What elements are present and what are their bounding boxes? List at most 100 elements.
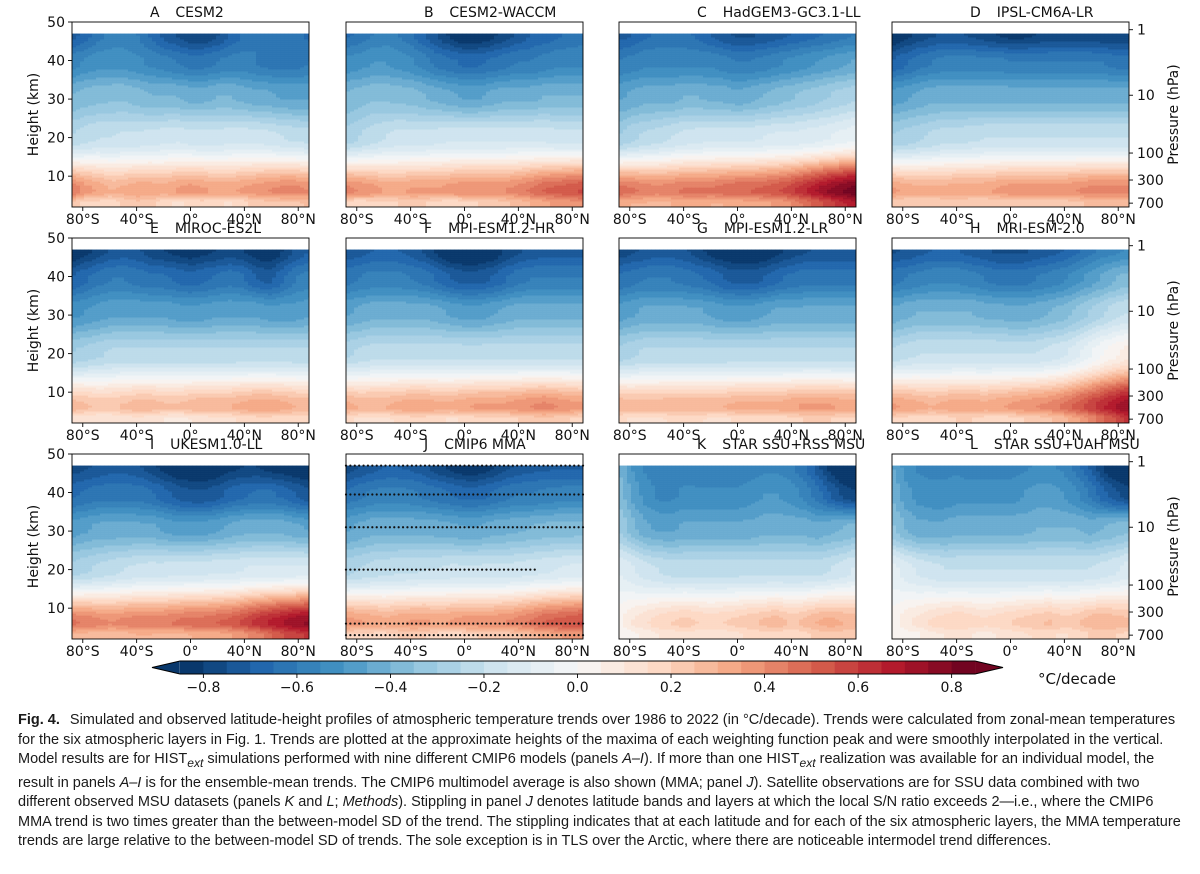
- stipple-dot: [384, 464, 386, 466]
- stipple-dot: [441, 569, 443, 571]
- stipple-dot: [578, 526, 580, 528]
- trend-field: [346, 250, 586, 424]
- x-tick-label: 40°N: [1047, 644, 1082, 660]
- stipple-dot: [424, 569, 426, 571]
- stipple-dot: [560, 526, 562, 528]
- stipple-dot: [490, 622, 492, 624]
- stipple-dot: [371, 569, 373, 571]
- colorbar: −0.8 −0.6 −0.4 −0.2 0.0 0.2 0.4 0.6 0.8 °C/decade: [152, 661, 1116, 696]
- pressure-tick-label: 100: [1137, 146, 1164, 162]
- stipple-dot: [512, 493, 514, 495]
- stipple-dot: [420, 569, 422, 571]
- stipple-dot: [433, 569, 435, 571]
- figure-label: Fig. 4.: [18, 712, 60, 728]
- stipple-dot: [463, 493, 465, 495]
- stipple-dot: [556, 526, 558, 528]
- stipple-dot: [406, 464, 408, 466]
- stipple-dot: [362, 569, 364, 571]
- colorbar-tick-label: 0.4: [753, 680, 775, 696]
- stipple-dot: [490, 569, 492, 571]
- stipple-dot: [551, 464, 553, 466]
- stipple-dot: [564, 634, 566, 636]
- y-tick-label: 50: [47, 15, 65, 31]
- colorbar-level: [274, 661, 298, 674]
- stipple-dot: [376, 526, 378, 528]
- colorbar-tick-label: 0.0: [566, 680, 588, 696]
- stipple-dot: [494, 464, 496, 466]
- stipple-dot: [525, 569, 527, 571]
- stipple-dot: [455, 634, 457, 636]
- stipple-dot: [420, 622, 422, 624]
- stipple-dot: [380, 493, 382, 495]
- stipple-dot: [560, 493, 562, 495]
- y-tick-label: 20: [47, 563, 65, 579]
- stipple-dot: [402, 526, 404, 528]
- stipple-dot: [542, 464, 544, 466]
- stipple-dot: [362, 634, 364, 636]
- stipple-dot: [569, 464, 571, 466]
- stipple-dot: [358, 526, 360, 528]
- stipple-dot: [463, 569, 465, 571]
- stipple-dot: [520, 569, 522, 571]
- stipple-dot: [534, 634, 536, 636]
- x-tick-label: 0°: [457, 644, 473, 660]
- pressure-axis-label: Pressure (hPa): [1166, 64, 1182, 164]
- y-tick-label: 10: [47, 385, 65, 401]
- stipple-dot: [415, 622, 417, 624]
- stipple-dot: [406, 569, 408, 571]
- pressure-tick-label: 1: [1137, 455, 1146, 471]
- stipple-dot: [520, 622, 522, 624]
- panel-title: A CESM2: [150, 5, 224, 21]
- stipple-dot: [354, 634, 356, 636]
- stipple-dot: [507, 493, 509, 495]
- panel-model-name: STAR SSU+UAH MSU: [994, 437, 1140, 453]
- y-tick-label: 30: [47, 308, 65, 324]
- stipple-dot: [477, 526, 479, 528]
- stipple-dot: [376, 569, 378, 571]
- stipple-dot: [499, 569, 501, 571]
- stipple-dot: [362, 493, 364, 495]
- panel-title: C HadGEM3-GC3.1-LL: [697, 5, 861, 21]
- stipple-dot: [560, 634, 562, 636]
- stipple-dot: [437, 526, 439, 528]
- caption-subscript: ext: [187, 756, 203, 770]
- stipple-dot: [503, 464, 505, 466]
- stipple-dot: [560, 464, 562, 466]
- stipple-dot: [398, 464, 400, 466]
- stipple-dot: [380, 464, 382, 466]
- panel-title: D IPSL-CM6A-LR: [970, 5, 1094, 21]
- y-tick-label: 10: [47, 601, 65, 617]
- x-tick-label: 40°N: [774, 644, 809, 660]
- stipple-dot: [503, 622, 505, 624]
- stipple-dot: [441, 493, 443, 495]
- caption-text: ). If more than one HIST: [644, 751, 800, 767]
- stipple-dot: [349, 493, 351, 495]
- stipple-dot: [398, 493, 400, 495]
- stipple-dot: [538, 464, 540, 466]
- stipple-dot: [481, 569, 483, 571]
- colorbar-tick-label: 0.2: [660, 680, 682, 696]
- colorbar-level: [694, 661, 718, 674]
- x-tick-label: 80°N: [828, 212, 863, 228]
- stipple-dot: [415, 526, 417, 528]
- stipple-dot: [415, 569, 417, 571]
- stipple-dot: [463, 464, 465, 466]
- stipple-dot: [512, 526, 514, 528]
- stipple-dot: [573, 464, 575, 466]
- x-tick-label: 40°N: [227, 644, 262, 660]
- caption-methods-ref: Methods: [343, 794, 399, 810]
- panel-letter: H: [970, 221, 981, 237]
- x-tick-label: 40°S: [940, 644, 974, 660]
- stipple-dot: [525, 493, 527, 495]
- stipple-dot: [490, 464, 492, 466]
- stipple-dot: [415, 464, 417, 466]
- x-tick-label: 80°S: [66, 428, 100, 444]
- stipple-dot: [455, 526, 457, 528]
- stipple-dot: [578, 622, 580, 624]
- stipple-dot: [406, 526, 408, 528]
- pressure-tick-label: 700: [1137, 196, 1164, 212]
- stipple-dot: [551, 493, 553, 495]
- trend-field: [346, 466, 586, 640]
